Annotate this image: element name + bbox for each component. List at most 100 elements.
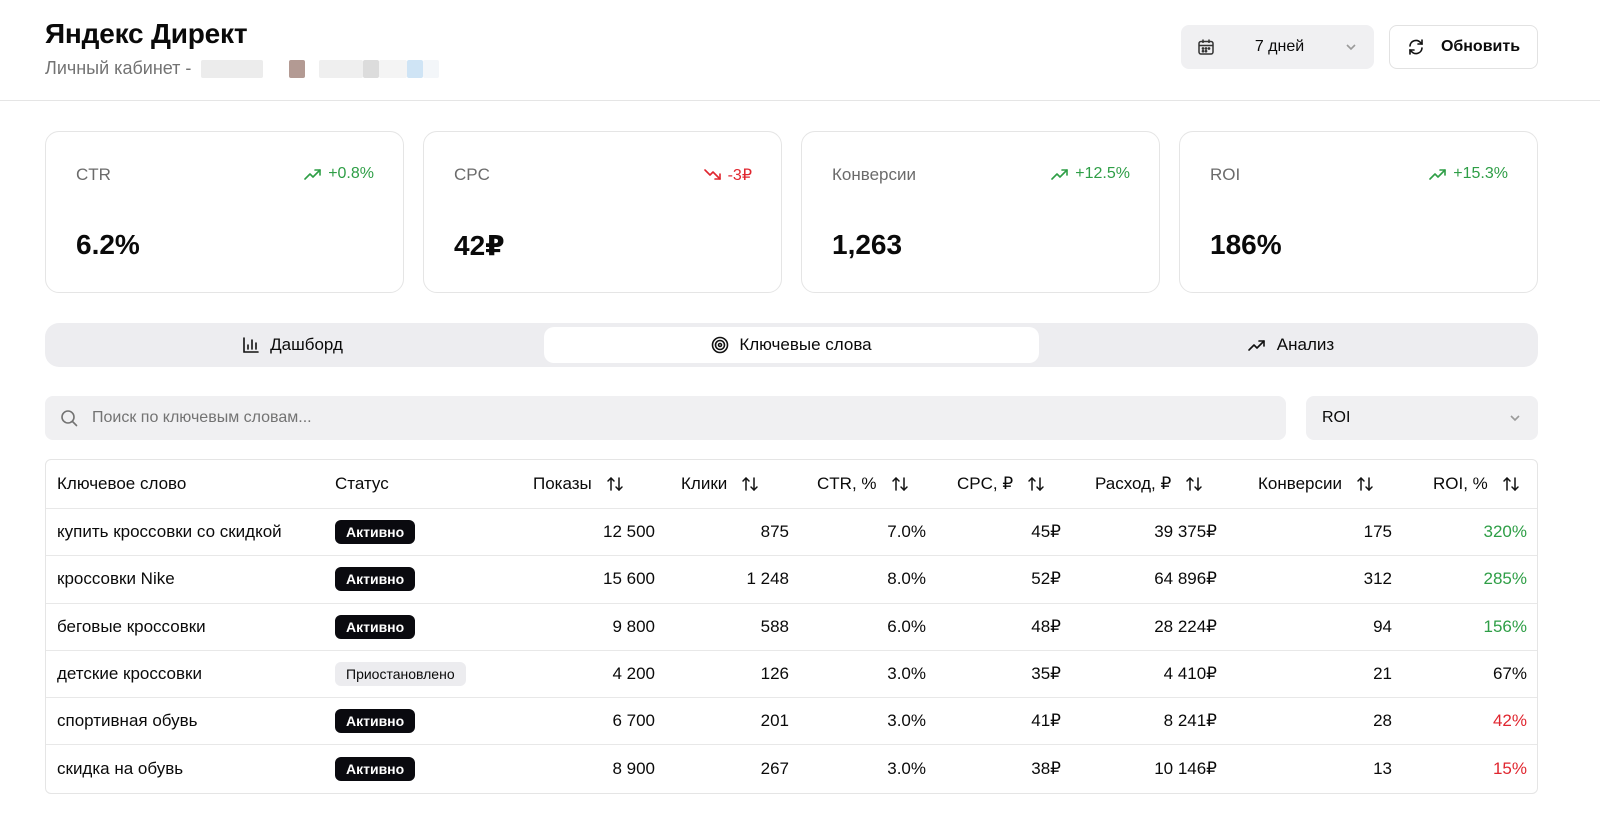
- subtitle-label: Личный кабинет -: [45, 58, 192, 78]
- cell-spend: 64 896₽: [1154, 569, 1217, 589]
- cell-keyword: кроссовки Nike: [57, 569, 175, 589]
- column-header-roi[interactable]: ROI, %: [1433, 460, 1520, 508]
- cell-spend: 4 410₽: [1163, 664, 1217, 684]
- refresh-button[interactable]: Обновить: [1389, 25, 1538, 69]
- cell-spend: 10 146₽: [1154, 759, 1217, 779]
- cell-impressions: 9 800: [612, 616, 655, 636]
- status-badge: Приостановлено: [335, 662, 466, 687]
- cell-cpc: 52₽: [1031, 569, 1061, 589]
- column-header-impressions[interactable]: Показы: [533, 460, 624, 508]
- keywords-table: Ключевое слово Статус Показы Клики CTR, …: [45, 459, 1538, 794]
- status-badge: Активно: [335, 757, 416, 782]
- target-icon: [712, 336, 729, 354]
- kpi-value: 186%: [1210, 229, 1282, 260]
- table-row[interactable]: детские кроссовки Приостановлено 4 200 126 3…: [46, 651, 1537, 699]
- cell-ctr: 6.0%: [887, 616, 926, 636]
- trending-up-icon: [304, 169, 321, 180]
- cell-keyword: детские кроссовки: [57, 664, 202, 684]
- kpi-value: 1,263: [832, 229, 903, 260]
- table-row[interactable]: кроссовки Nike Активно 15 600 1 248 8.0% 52₽ 6…: [46, 556, 1537, 604]
- column-header-clicks[interactable]: Клики: [681, 460, 759, 508]
- kpi-value: 42₽: [454, 230, 505, 261]
- sort-icon: [1185, 476, 1203, 492]
- status-badge: Активно: [335, 567, 416, 592]
- tab-analysis[interactable]: Анализ: [1047, 327, 1534, 363]
- trending-up-icon: [1429, 169, 1447, 180]
- sort-metric-select[interactable]: ROI: [1306, 396, 1538, 440]
- period-select[interactable]: 7 дней: [1181, 25, 1374, 69]
- column-header-status[interactable]: Статус: [335, 474, 389, 493]
- trending-up-icon: [1247, 340, 1265, 351]
- account-subtitle: Личный кабинет -: [45, 58, 440, 79]
- cell-clicks: 1 248: [746, 569, 789, 589]
- table-header-row: Ключевое слово Статус Показы Клики CTR, …: [46, 460, 1537, 509]
- cell-roi: 285%: [1483, 569, 1527, 589]
- kpi-trend: +15.3%: [1429, 165, 1508, 183]
- cell-spend: 28 224₽: [1154, 616, 1217, 636]
- kpi-trend: +0.8%: [304, 165, 374, 183]
- cell-roi: 156%: [1483, 616, 1527, 636]
- kpi-trend: +12.5%: [1051, 165, 1130, 183]
- column-header-ctr[interactable]: CTR, %: [817, 460, 909, 508]
- kpi-label: Конверсии: [832, 165, 916, 184]
- kpi-label: CPC: [454, 165, 490, 184]
- table-row[interactable]: спортивная обувь Активно 6 700 201 3.0% 41₽ 8 …: [46, 698, 1537, 746]
- cell-roi: 42%: [1492, 711, 1527, 731]
- table-body: купить кроссовки со скидкой Активно 12 500…: [46, 509, 1537, 793]
- cell-impressions: 12 500: [603, 522, 655, 542]
- cell-cpc: 38₽: [1031, 759, 1061, 779]
- kpi-trend: -3₽: [703, 165, 752, 185]
- tab-dashboard[interactable]: Дашборд: [49, 327, 536, 363]
- cell-conversions: 21: [1373, 664, 1392, 684]
- cell-impressions: 4 200: [612, 664, 655, 684]
- column-header-keyword[interactable]: Ключевое слово: [57, 474, 187, 493]
- sort-icon: [741, 476, 759, 492]
- cell-clicks: 126: [760, 664, 789, 684]
- cell-status: Активно: [335, 509, 416, 555]
- kpi-value: 6.2%: [76, 229, 140, 260]
- cell-conversions: 94: [1373, 616, 1392, 636]
- sort-metric-value: ROI: [1322, 409, 1351, 426]
- sort-icon: [1356, 476, 1374, 492]
- tab-keywords[interactable]: Ключевые слова: [544, 327, 1039, 363]
- column-header-conversions[interactable]: Конверсии: [1258, 460, 1374, 508]
- cell-roi: 67%: [1492, 664, 1527, 684]
- cell-keyword: спортивная обувь: [57, 711, 198, 731]
- column-header-cpc[interactable]: CPC, ₽: [957, 460, 1045, 508]
- cell-ctr: 3.0%: [887, 711, 926, 731]
- table-row[interactable]: беговые кроссовки Активно 9 800 588 6.0% 48₽ 2…: [46, 604, 1537, 651]
- chevron-down-icon: [1510, 415, 1520, 422]
- cell-roi: 320%: [1483, 522, 1527, 542]
- trending-down-icon: [703, 169, 721, 180]
- tab-bar: Дашборд Ключевые слова Анализ: [45, 323, 1538, 367]
- cell-status: Приостановлено: [335, 651, 466, 697]
- cell-ctr: 7.0%: [887, 522, 926, 542]
- cell-cpc: 35₽: [1031, 664, 1061, 684]
- cell-cpc: 45₽: [1031, 522, 1061, 542]
- table-row[interactable]: скидка на обувь Активно 8 900 267 3.0% 38₽ 10 …: [46, 745, 1537, 792]
- cell-ctr: 8.0%: [887, 569, 926, 589]
- kpi-card-cpc: CPC -3₽ 42₽: [423, 131, 782, 293]
- kpi-label: ROI: [1210, 165, 1241, 184]
- cell-keyword: купить кроссовки со скидкой: [57, 522, 282, 542]
- sort-icon: [1502, 476, 1520, 492]
- column-header-spend[interactable]: Расход, ₽: [1095, 460, 1203, 508]
- header: Яндекс Директ Личный кабинет - 7 дней: [0, 0, 1600, 101]
- redacted-account-name: [195, 59, 440, 78]
- sort-icon: [1027, 476, 1045, 492]
- app-title: Яндекс Директ: [45, 18, 248, 49]
- cell-conversions: 175: [1363, 522, 1392, 542]
- sort-icon: [891, 476, 909, 492]
- search-input[interactable]: [92, 409, 1192, 427]
- cell-clicks: 267: [760, 759, 789, 779]
- cell-keyword: скидка на обувь: [57, 759, 184, 779]
- kpi-card-roi: ROI +15.3% 186%: [1179, 131, 1538, 293]
- cell-conversions: 28: [1373, 711, 1392, 731]
- cell-spend: 39 375₽: [1154, 522, 1217, 542]
- table-row[interactable]: купить кроссовки со скидкой Активно 12 500…: [46, 509, 1537, 557]
- cell-keyword: беговые кроссовки: [57, 616, 206, 636]
- period-value: 7 дней: [1254, 38, 1305, 55]
- kpi-label: CTR: [76, 165, 111, 184]
- cell-clicks: 201: [760, 711, 789, 731]
- chevron-down-icon: [1346, 44, 1356, 51]
